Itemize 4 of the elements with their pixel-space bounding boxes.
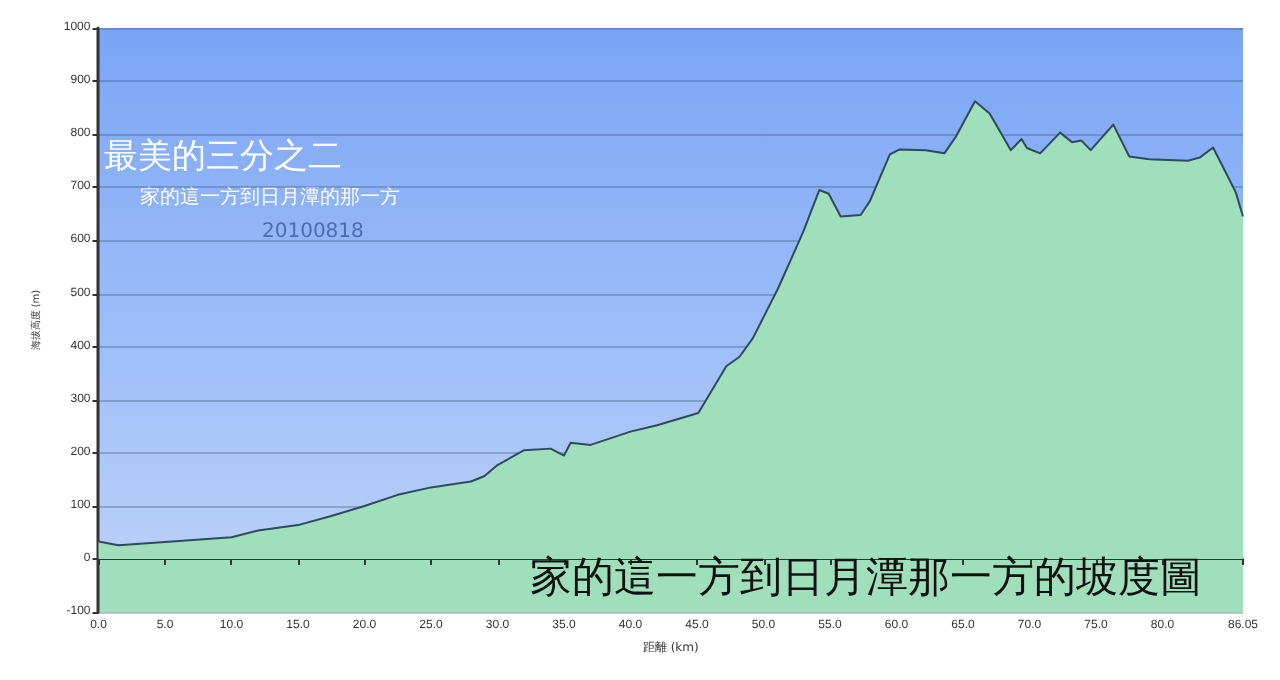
annotation: 20100818	[262, 221, 364, 243]
annotation: 家的這一方到日月潭的那一方	[140, 185, 400, 209]
text: 家的這一方到日月潭那一方的坡度圖	[530, 553, 1202, 601]
annotation: 最美的三分之二	[104, 137, 342, 177]
